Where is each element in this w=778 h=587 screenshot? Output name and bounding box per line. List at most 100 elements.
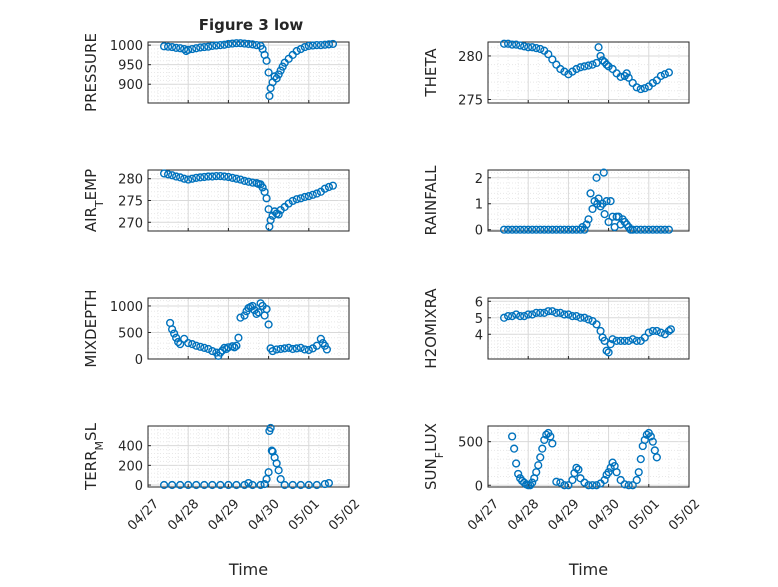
rainfall-point (586, 189, 595, 198)
air-temp-point (236, 175, 245, 184)
air-temp-point (200, 172, 209, 182)
terr-msl-point (256, 480, 265, 490)
h2omixra-point (592, 320, 601, 329)
sun-flux-point (540, 435, 549, 445)
h2omixra-point (628, 335, 637, 344)
theta-point (512, 40, 521, 49)
sun-flux-point (574, 465, 583, 474)
h2omixra-panel: 45 6 H2OMIXRA (422, 288, 690, 369)
mixdepth-point (170, 329, 179, 338)
mixdepth-point (234, 333, 243, 342)
terr-msl-point (266, 423, 275, 433)
rainfall-point (648, 225, 657, 234)
terr-msl-ytick-label: 0 (135, 479, 143, 494)
theta-point (580, 62, 589, 71)
rainfall-point (544, 225, 553, 234)
sun-flux-xlabel: Time (568, 560, 608, 579)
terr-msl-point (324, 478, 334, 488)
sun-flux-xtick-label: 04/29 (545, 497, 582, 534)
sun-flux-point (510, 444, 519, 453)
theta-point (632, 83, 641, 92)
theta-point (532, 43, 541, 53)
pressure-point (168, 42, 177, 52)
terr-msl-point (312, 480, 321, 490)
h2omixra-point (644, 328, 653, 337)
mixdepth-point (208, 346, 217, 356)
air-temp-point (188, 174, 197, 183)
theta-point (524, 43, 533, 52)
sun-flux-ylabel: SUNFLUX (422, 423, 446, 490)
sun-flux-point (628, 481, 637, 490)
h2omixra-point (666, 325, 676, 334)
sun-flux-point (620, 480, 629, 489)
mixdepth-point (316, 334, 325, 343)
mixdepth-point (200, 343, 209, 352)
mixdepth-point (252, 309, 261, 319)
air-temp-point (320, 184, 329, 193)
theta-point (660, 70, 669, 79)
mixdepth-ytick-label: 1000 (110, 300, 143, 315)
rainfall-point (602, 197, 611, 206)
theta-point (576, 63, 585, 72)
pressure-point (228, 39, 237, 48)
h2omixra-point (620, 336, 629, 345)
pressure-point (320, 40, 329, 49)
pressure-point (316, 41, 325, 50)
pressure-point (216, 41, 225, 50)
h2omixra-point (656, 328, 665, 337)
rainfall-point (568, 225, 577, 234)
rainfall-point (556, 225, 565, 234)
rainfall-point (628, 225, 637, 234)
h2omixra-point (624, 336, 633, 345)
terr-msl-point (184, 480, 193, 490)
terr-msl-point (274, 466, 283, 475)
sun-flux-ytick-label: 0 (475, 479, 483, 494)
theta-point (616, 72, 625, 81)
rainfall-point (528, 225, 537, 234)
pressure-point (164, 42, 173, 51)
theta-point (552, 60, 561, 69)
mixdepth-point (296, 343, 305, 352)
pressure-point (172, 43, 181, 52)
air-temp-point (172, 172, 181, 181)
mixdepth-point (224, 343, 233, 352)
h2omixra-point (608, 335, 617, 344)
rainfall-ytick-label: 0 (475, 224, 483, 239)
rainfall-point (632, 225, 641, 234)
mixdepth-point (174, 337, 183, 347)
rainfall-point (640, 225, 649, 234)
air-temp-point (266, 216, 275, 225)
rainfall-point (594, 194, 603, 203)
sun-flux-point (534, 461, 543, 470)
terr-msl-ylabel: TERRMSL (82, 422, 106, 491)
pressure-point (262, 56, 271, 65)
pressure-point (244, 39, 253, 49)
air-temp-point (244, 177, 253, 186)
terr-msl-point (320, 479, 329, 489)
rainfall-point (660, 225, 669, 234)
h2omixra-ytick-label: 4 (475, 328, 483, 343)
pressure-point (184, 45, 193, 54)
sun-flux-point (634, 468, 643, 477)
mixdepth-point (280, 344, 289, 353)
rainfall-point (580, 225, 589, 234)
pressure-point (270, 72, 279, 81)
sun-flux-xtick-label: 04/28 (505, 497, 542, 534)
h2omixra-point (544, 307, 553, 316)
terr-msl-point (192, 480, 201, 490)
sun-flux-point (592, 481, 601, 490)
h2omixra-point (652, 326, 661, 336)
sun-flux-point (652, 453, 661, 462)
pressure-point (232, 39, 241, 48)
theta-ytick-label: 280 (458, 50, 483, 65)
air-temp-point (328, 181, 338, 190)
rainfall-point (552, 225, 561, 234)
rainfall-ylabel: RAINFALL (422, 165, 440, 236)
theta-point (608, 64, 617, 74)
rainfall-ytick-label: 2 (475, 172, 483, 187)
mixdepth-point (216, 348, 225, 357)
pressure-ytick-label: 900 (118, 78, 143, 93)
h2omixra-point (632, 336, 641, 345)
h2omixra-point (568, 312, 577, 321)
theta-point (640, 84, 649, 93)
